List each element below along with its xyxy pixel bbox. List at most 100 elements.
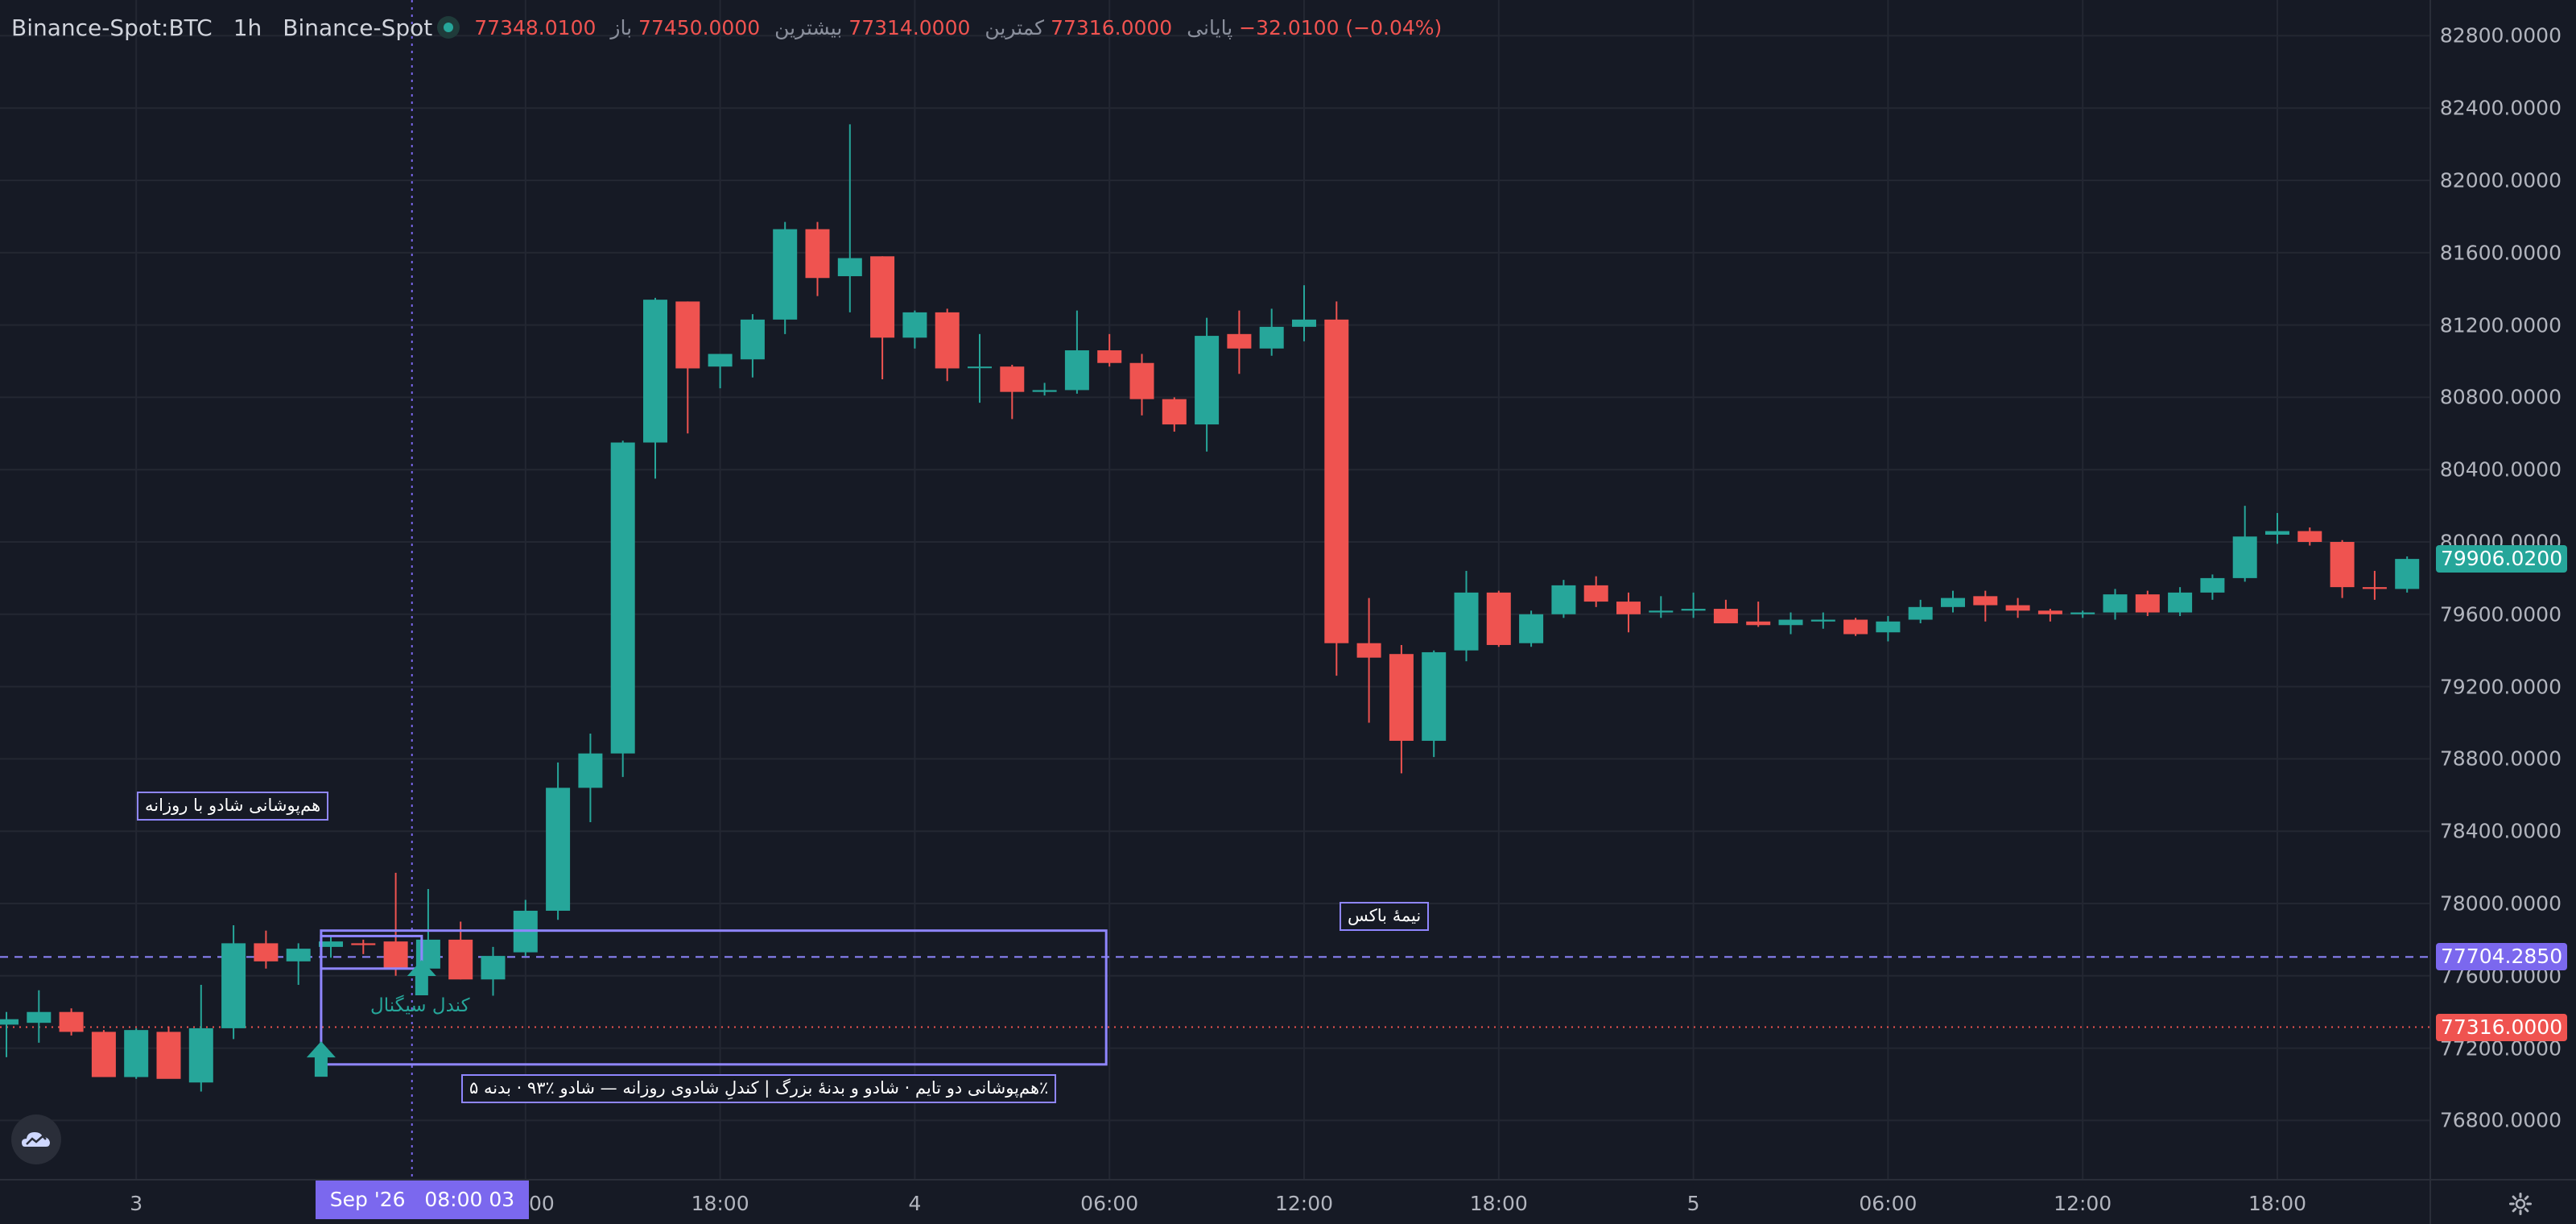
candle-body-12 [383,941,408,969]
legend-high-label: بیشترین [774,15,843,39]
candle-body-61 [1973,596,1998,606]
candle-body-22 [708,354,733,367]
time-tick: 12:00 [2054,1192,2112,1215]
candle-body-44 [1422,651,1447,741]
candle-body-57 [1843,619,1868,635]
candle-body-23 [740,319,765,360]
cloud-chart-icon [22,1132,50,1147]
up-arrow-icon-1 [407,960,436,996]
zone-box [320,929,1108,1066]
candle-body-59 [1908,606,1933,620]
candle-body-36 [1162,399,1187,425]
time-tick: 18:00 [2248,1192,2307,1215]
last-price-label: 79906.0200 [2436,545,2568,573]
overlay-lines [0,0,2429,1179]
time-tick: 5 [1686,1192,1700,1215]
candle-body-3 [91,1032,116,1077]
annotation-half-box[interactable]: نیمهٔ باکس [1340,902,1430,931]
legend-ohlc: 77348.0100 باز 77450.0000 بیشترین 77314.… [474,16,1456,39]
candle-body-1 [27,1011,52,1023]
time-axis[interactable]: 312:0018:00406:0012:0018:00506:0012:0018… [0,1179,2429,1224]
legend-exchange: Binance-Spot [283,14,433,41]
candle-body-10 [319,941,343,947]
time-tick: 12:00 [1274,1192,1334,1215]
candlestick-chart[interactable] [0,0,2429,1179]
symbol-legend: Binance-Spot:BTC 1h Binance-Spot 77348.0… [11,11,1456,43]
chart-plot-area[interactable]: Binance-Spot:BTC 1h Binance-Spot 77348.0… [0,0,2429,1179]
candle-body-71 [2297,531,2322,542]
candle-body-41 [1324,319,1349,643]
gear-icon[interactable] [2508,1192,2533,1216]
candle-body-62 [2005,605,2030,611]
candle-body-33 [1064,350,1089,391]
candle-body-37 [1195,336,1220,425]
price-tick: 80400.0000 [2439,457,2562,482]
candle-body-68 [2200,577,2225,593]
time-tick: 3 [130,1192,143,1215]
legend-close-value: 77316.0000 [1051,15,1173,39]
annotation-signal-candle[interactable]: کندل سیگنال [370,995,470,1016]
drawings[interactable] [306,929,1108,1077]
candle-body-42 [1356,643,1381,658]
candle-body-31 [1000,366,1025,392]
time-tick: 06:00 [1080,1192,1139,1215]
candle-body-26 [837,258,862,276]
candle-body-27 [870,256,895,338]
legend-high-value: 77450.0000 [638,15,761,39]
candle-body-18 [578,753,603,788]
candle-body-11 [351,943,376,945]
price-tick: 79200.0000 [2439,675,2562,699]
candle-body-35 [1129,362,1154,399]
candle-body-29 [935,312,960,369]
candle-body-30 [968,366,992,369]
legend-interval[interactable]: 1h [233,14,262,41]
candle-body-28 [902,312,927,338]
time-tick: 18:00 [1469,1192,1528,1215]
time-tick: 06:00 [1859,1192,1918,1215]
legend-open-label: باز [610,15,633,39]
price-tick: 82000.0000 [2439,168,2562,192]
logo-icon[interactable] [11,1114,61,1164]
signal-box [320,934,423,970]
time-tick: 4 [908,1192,922,1215]
price-tick: 82800.0000 [2439,23,2562,48]
candle-body-32 [1032,390,1057,392]
candle-body-65 [2103,594,2128,613]
candle-body-24 [773,229,798,320]
candle-body-52 [1681,609,1706,611]
axis-corner [2429,1179,2576,1224]
candle-body-0 [0,1019,19,1025]
candle-body-69 [2232,536,2257,578]
annotation-bottom-note[interactable]: ٪هم‌پوشانی دو تایم · شادو و بدنهٔ بزرگ |… [461,1074,1057,1103]
candle-body-2 [59,1011,84,1032]
legend-symbol[interactable]: Binance-Spot:BTC [11,14,213,41]
close-price-label: 77316.0000 [2436,1013,2568,1041]
annotation-daily-overlap[interactable]: هم‌پوشانی شادو با روزانه [137,792,329,821]
candle-body-72 [2330,542,2355,588]
crosshair-time-label: Sep '26 08:00 03 [315,1181,530,1219]
candle-body-8 [254,943,279,961]
grid-lines [0,0,2429,1179]
candle-body-49 [1583,585,1608,602]
candle-body-4 [124,1030,149,1077]
candle-body-15 [481,956,506,980]
candle-body-40 [1292,319,1316,327]
price-tick: 81600.0000 [2439,241,2562,265]
time-tick: 18:00 [691,1192,749,1215]
price-tick: 78800.0000 [2439,746,2562,771]
price-tick: 78400.0000 [2439,819,2562,843]
candle-body-70 [2265,531,2289,536]
candle-body-17 [546,788,571,911]
price-tick: 80800.0000 [2439,385,2562,409]
legend-close-label: پایانی [1187,15,1233,39]
candle-body-39 [1259,326,1284,349]
price-axis[interactable]: 82800.0000 82400.0000 82000.0000 81600.0000… [2429,0,2576,1179]
price-tick: 78000.0000 [2439,891,2562,916]
candle-body-56 [1810,619,1835,622]
candle-body-5 [156,1032,181,1079]
legend-low-value: 77314.0000 [848,15,971,39]
candle-body-58 [1876,621,1901,633]
candle-body-38 [1227,333,1252,349]
price-tick: 76800.0000 [2439,1108,2562,1132]
